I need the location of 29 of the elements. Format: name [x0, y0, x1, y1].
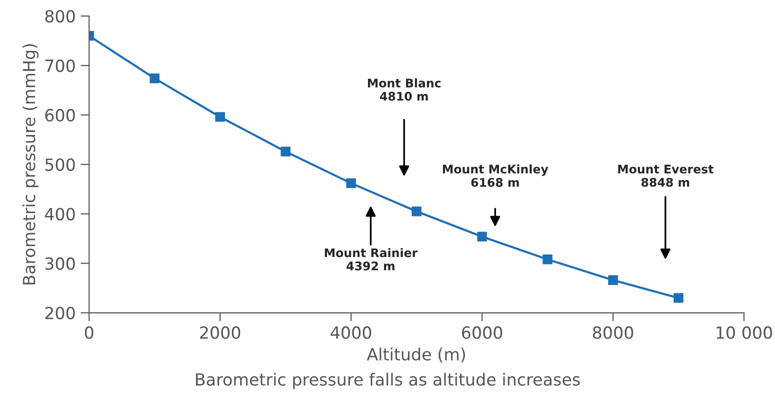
point: [608, 275, 618, 285]
x-tick-label: 2000: [200, 326, 240, 339]
annotation: Mount Rainier 4392 m: [324, 248, 418, 270]
x-tick-label: 8000: [592, 326, 634, 339]
text: Barometric pressure falls as altitude increases: [196, 372, 580, 389]
point: [674, 293, 684, 303]
x-tick-label: 6000: [462, 326, 502, 339]
point: [215, 112, 225, 122]
y-tick-label: 800: [45, 10, 75, 23]
y-tick-label: 200: [45, 306, 75, 320]
y-tick-label: 500: [45, 158, 75, 171]
x-tick-label: 10 000: [716, 326, 772, 339]
y-tick-label: 700: [45, 59, 75, 72]
x-axis-title: Altitude (m): [366, 348, 465, 363]
annotation: Mount Everest 8848 m: [618, 164, 714, 187]
annotation: Mount McKinley 6168 m: [442, 164, 548, 187]
y-tick-label: 300: [45, 257, 75, 270]
y-tick-label: 400: [44, 208, 75, 220]
point: [542, 254, 552, 264]
point: [346, 178, 356, 188]
annotation: Mont Blanc 4810 m: [368, 78, 441, 101]
point: [150, 73, 160, 84]
point: [280, 146, 290, 156]
y-axis-title: Barometric pressure (mmHg): [22, 44, 39, 284]
point: [412, 206, 422, 216]
x-tick-label: 4000: [330, 326, 372, 339]
point: [477, 232, 487, 242]
y-tick-label: 600: [45, 108, 75, 122]
x-tick-label: 0: [84, 326, 94, 339]
